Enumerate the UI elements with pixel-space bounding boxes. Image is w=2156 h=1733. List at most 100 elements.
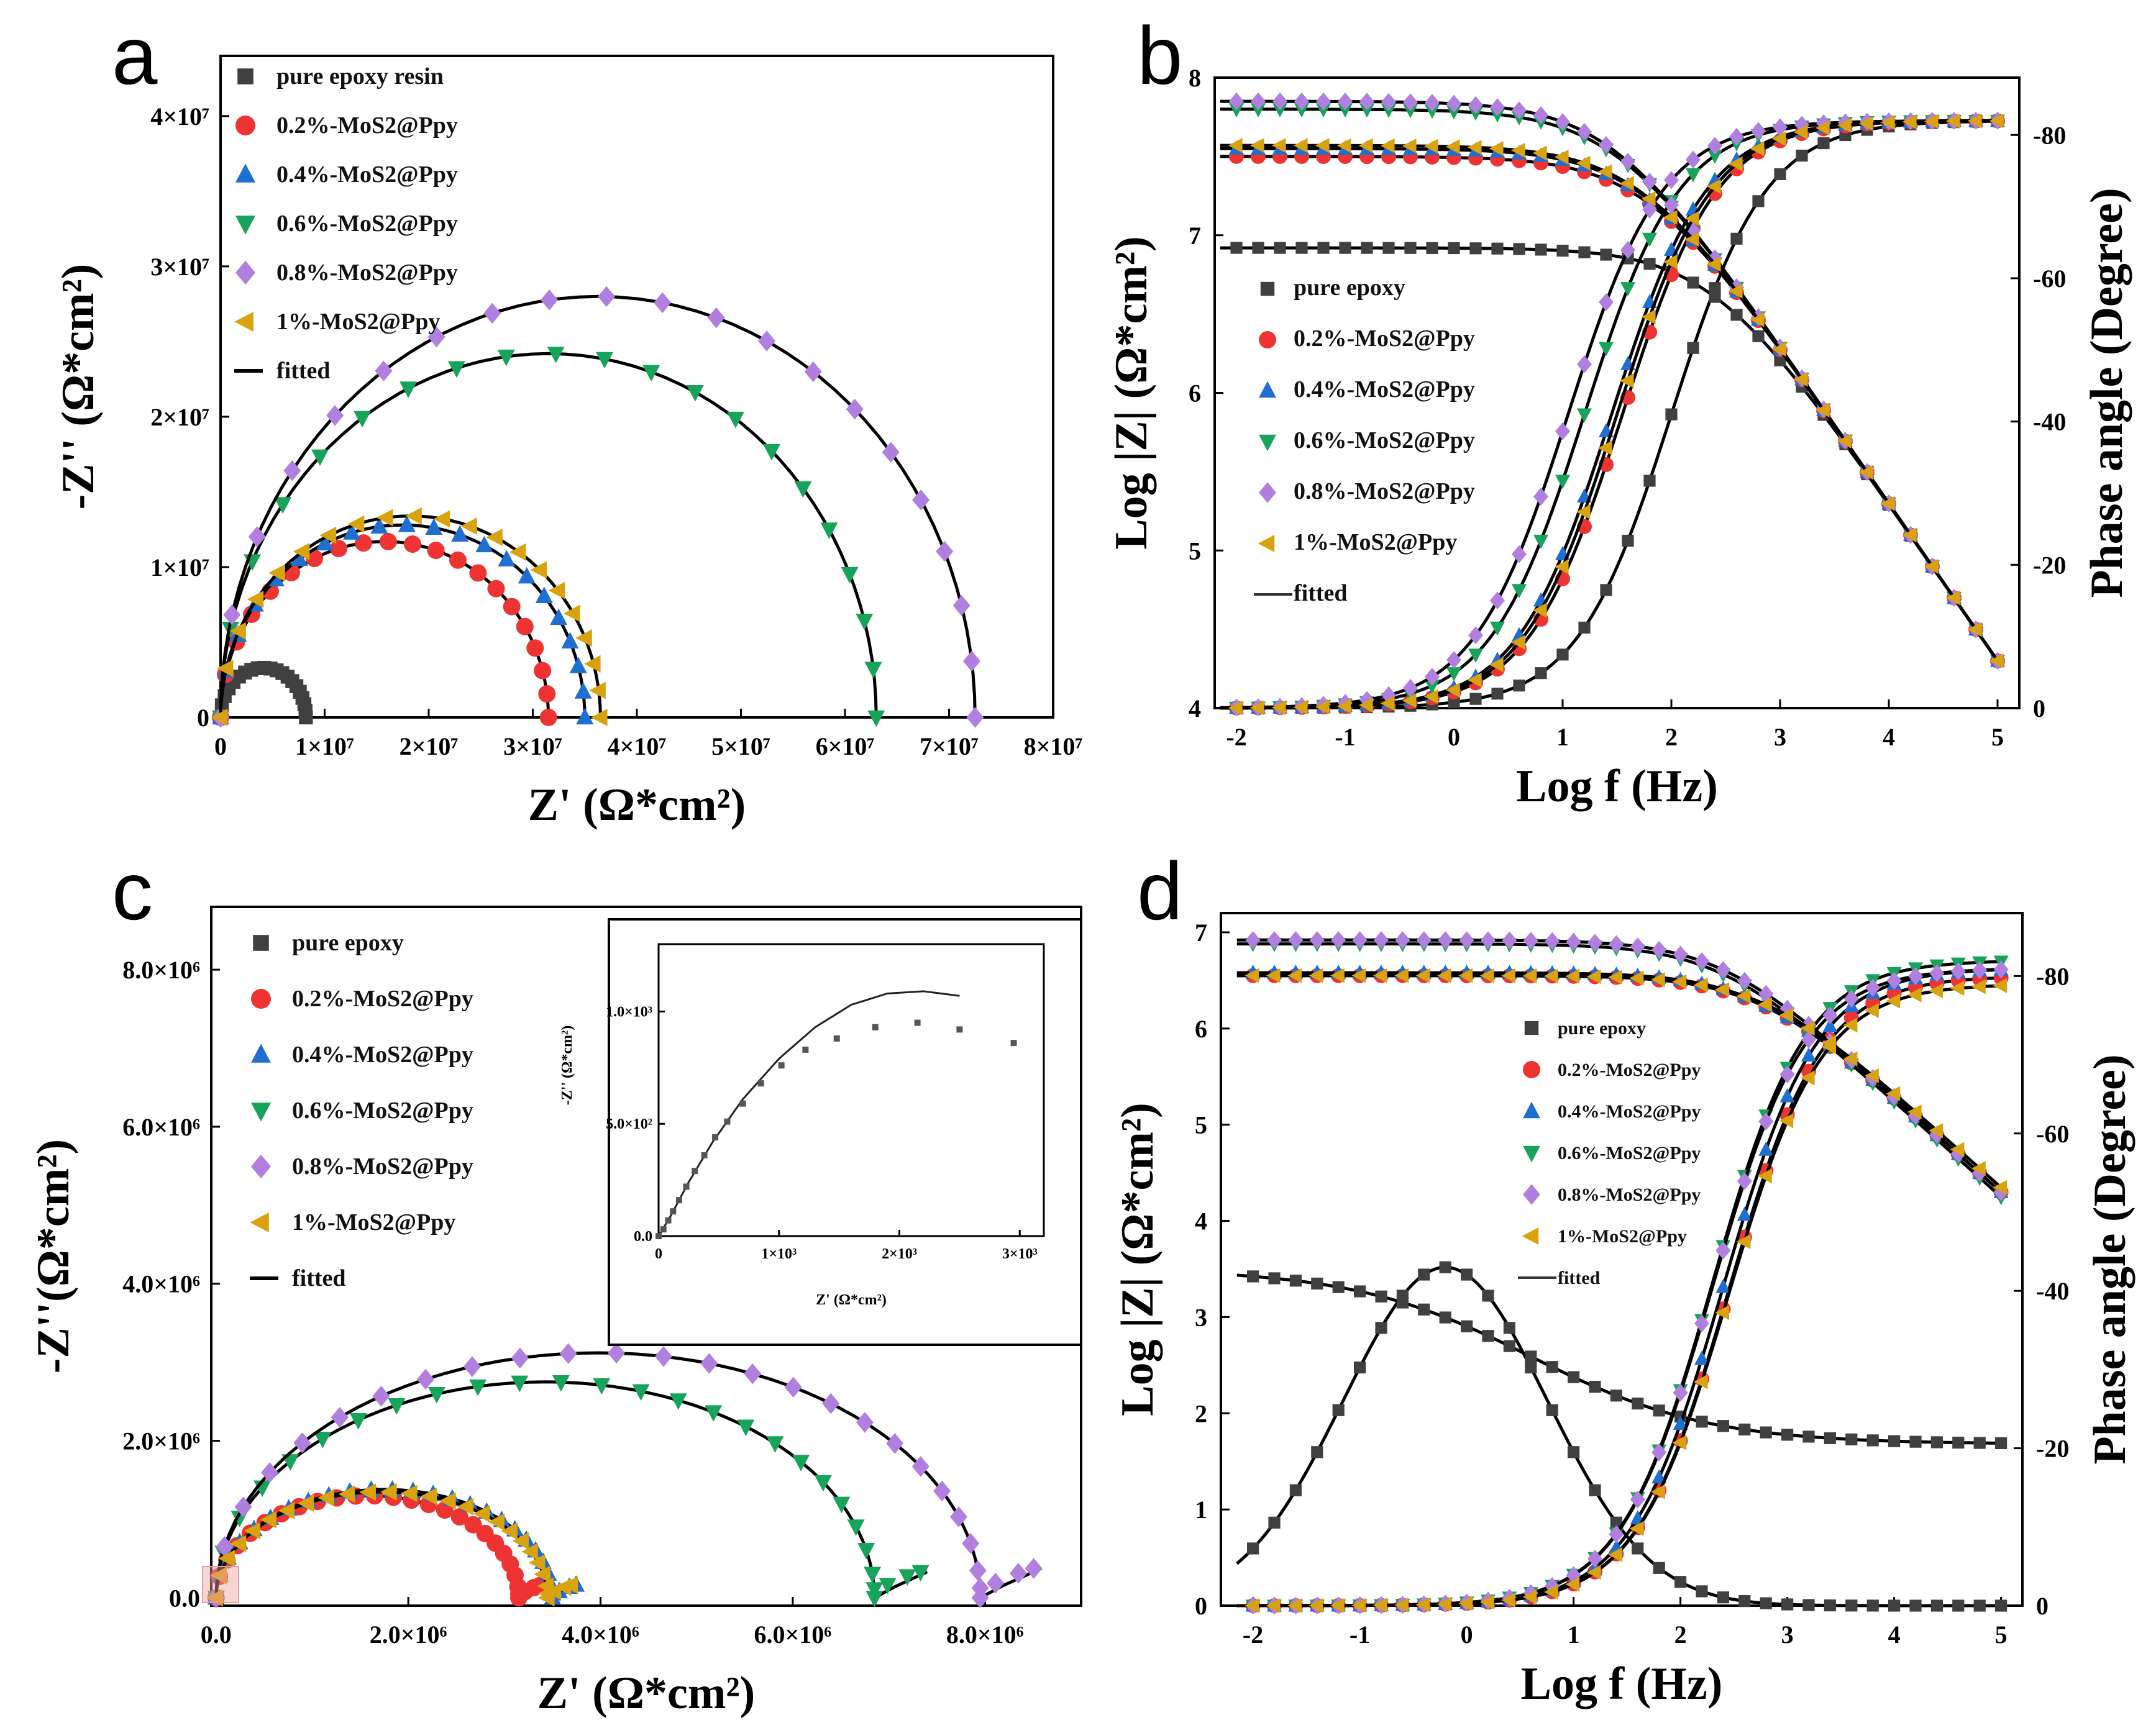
data-point-mag bbox=[1445, 139, 1460, 155]
data-point-phase bbox=[1793, 124, 1808, 140]
data-point bbox=[210, 1567, 227, 1585]
y2-tick-label: -40 bbox=[2036, 1277, 2069, 1305]
inset-data-point bbox=[660, 1226, 667, 1233]
data-point-mag bbox=[1459, 931, 1474, 950]
data-point bbox=[290, 549, 308, 566]
data-point-phase bbox=[1715, 1305, 1729, 1321]
data-point-mag bbox=[1610, 1390, 1622, 1402]
data-point-phase bbox=[1687, 342, 1699, 354]
data-point bbox=[483, 302, 501, 324]
data-point bbox=[987, 1572, 1005, 1594]
data-point-phase bbox=[1642, 232, 1657, 247]
legend-marker-0-4pct-mos2-ppy bbox=[235, 163, 255, 183]
data-point-mag bbox=[1907, 1104, 1922, 1120]
data-point bbox=[547, 347, 565, 363]
data-point bbox=[326, 405, 344, 426]
data-point-phase bbox=[1619, 373, 1634, 388]
data-point-phase bbox=[1354, 1361, 1366, 1374]
data-point-mag bbox=[1642, 173, 1657, 191]
data-point-phase bbox=[1351, 1598, 1366, 1613]
data-point bbox=[949, 1506, 967, 1527]
data-point-mag bbox=[1800, 1021, 1815, 1036]
data-point-phase bbox=[1555, 475, 1570, 489]
legend-marker-0-6pct-mos2-ppy bbox=[251, 1103, 271, 1122]
data-point bbox=[400, 381, 418, 398]
series-0-6pct-mos2-ppy bbox=[207, 1375, 930, 1608]
data-point-phase bbox=[1556, 648, 1569, 661]
data-point-phase bbox=[1608, 1547, 1622, 1562]
data-point-phase bbox=[1950, 962, 1966, 981]
legend-marker-pure-epoxy-resin bbox=[237, 68, 254, 84]
data-point-phase bbox=[1546, 1404, 1558, 1416]
data-point bbox=[216, 1536, 234, 1557]
data-point bbox=[416, 1368, 434, 1390]
data-point-mag bbox=[1737, 971, 1752, 990]
data-point bbox=[372, 1385, 390, 1407]
data-point-mag bbox=[1566, 932, 1581, 951]
data-point bbox=[866, 1591, 884, 1608]
fit-phase-0-2pct-mos2-ppy bbox=[1220, 119, 1998, 710]
data-point bbox=[911, 1456, 930, 1477]
x-axis-title: Z' (Ω*cm²) bbox=[537, 1668, 756, 1719]
origin-highlight bbox=[202, 1566, 239, 1603]
data-point-mag bbox=[1930, 1436, 1943, 1449]
x-tick-label: 0 bbox=[214, 732, 227, 760]
data-point-mag bbox=[1294, 103, 1309, 118]
inset-x-tick-label: 2×10³ bbox=[882, 1246, 917, 1262]
data-point-mag bbox=[1902, 527, 1917, 543]
data-point-mag bbox=[1503, 1340, 1515, 1352]
inset-data-point bbox=[757, 1080, 764, 1087]
x-tick-label: 7×10⁷ bbox=[920, 732, 979, 760]
data-point-phase bbox=[1249, 700, 1264, 716]
data-point-phase bbox=[1730, 232, 1743, 245]
data-point bbox=[530, 561, 547, 579]
data-point bbox=[833, 1496, 851, 1514]
data-point-phase bbox=[1402, 693, 1417, 709]
data-point bbox=[550, 608, 568, 625]
data-point bbox=[912, 489, 930, 511]
data-point-phase bbox=[1866, 1599, 1879, 1612]
data-point-mag bbox=[1577, 122, 1592, 141]
legend-marker-0-8pct-mos2-ppy bbox=[235, 260, 255, 285]
legend-label-0-2pct-mos2-ppy: 0.2%-MoS2@Ppy bbox=[1294, 325, 1475, 352]
data-point-phase bbox=[1907, 987, 1922, 1003]
data-point-phase bbox=[1512, 545, 1527, 563]
x-axis-title: Log f (Hz) bbox=[1516, 761, 1718, 812]
data-point-mag bbox=[1359, 103, 1374, 118]
data-point-phase bbox=[1587, 1549, 1602, 1568]
y-axis-title: -Z''(Ω*cm²) bbox=[28, 1139, 79, 1373]
data-point bbox=[758, 330, 776, 352]
legend-label-fitted: fitted bbox=[276, 358, 331, 384]
data-point bbox=[575, 629, 592, 647]
data-point bbox=[574, 682, 592, 699]
panel-c: 0.0 2.0×10⁶ 4.0×10⁶ 6.0×10⁶ 8.0×10⁶ 0.0 2.0×10… bbox=[28, 906, 1082, 1719]
data-point-phase bbox=[1525, 1361, 1537, 1374]
data-point-phase bbox=[1245, 1598, 1259, 1613]
data-point-phase bbox=[1930, 1599, 1943, 1612]
data-point-phase bbox=[1824, 1599, 1836, 1612]
data-point-mag bbox=[1993, 1183, 2009, 1201]
legend-marker-1pct-mos2-ppy bbox=[250, 1212, 269, 1232]
y-tick-label: 6 bbox=[1195, 1015, 1207, 1043]
y2-tick-label: -60 bbox=[2036, 1120, 2069, 1148]
x-tick-label: -1 bbox=[1350, 1621, 1370, 1649]
data-point bbox=[297, 1494, 314, 1512]
data-point-mag bbox=[1288, 930, 1304, 949]
data-point bbox=[529, 1553, 546, 1572]
data-point-phase bbox=[1665, 408, 1678, 421]
data-point-phase bbox=[1490, 621, 1505, 636]
data-point-phase bbox=[1672, 1435, 1687, 1450]
data-point-mag bbox=[1502, 931, 1517, 950]
data-point-phase bbox=[1468, 648, 1483, 663]
data-point-mag bbox=[1779, 1008, 1794, 1023]
data-point-phase bbox=[1924, 114, 1939, 129]
x-tick-label: 2 bbox=[1665, 723, 1678, 751]
data-point bbox=[737, 1419, 755, 1437]
legend-label-fitted: fitted bbox=[1294, 580, 1348, 606]
data-point bbox=[559, 1343, 577, 1364]
inset-data-point bbox=[683, 1183, 690, 1190]
data-point bbox=[864, 1567, 882, 1584]
data-point-mag bbox=[1403, 93, 1418, 112]
data-point bbox=[427, 326, 445, 348]
fit-phase-0-6pct-mos2-ppy bbox=[1220, 119, 1998, 710]
